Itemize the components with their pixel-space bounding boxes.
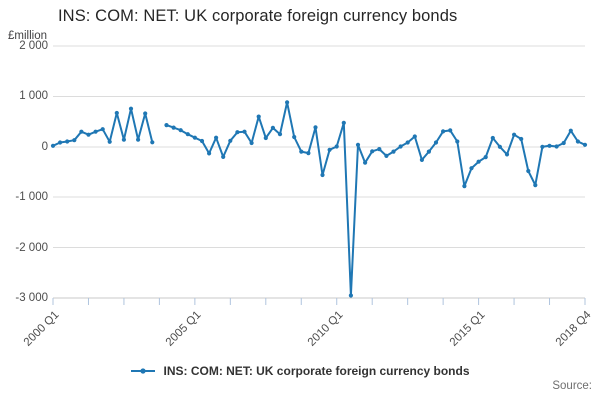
series-line: [52, 101, 586, 297]
y-tick-label: -3 000: [15, 292, 48, 304]
data-point: [561, 140, 566, 146]
data-point: [263, 135, 268, 141]
y-tick-label: 1 000: [19, 90, 48, 103]
data-point: [426, 149, 431, 154]
data-point: [86, 132, 91, 137]
data-point: [355, 142, 361, 147]
data-point: [285, 100, 290, 105]
data-point: [511, 132, 517, 137]
y-tick-label: 0: [41, 140, 48, 153]
data-point: [377, 147, 382, 152]
data-point: [384, 153, 389, 158]
data-point: [235, 130, 240, 135]
data-point: [79, 129, 84, 134]
legend-line-marker-icon: [131, 368, 156, 374]
data-point: [455, 139, 460, 144]
data-point: [72, 138, 77, 143]
data-point: [136, 137, 141, 142]
data-point: [405, 140, 410, 145]
data-point: [242, 129, 247, 134]
data-point: [462, 184, 467, 189]
data-point: [519, 136, 524, 142]
data-point: [554, 144, 559, 149]
data-point: [582, 142, 588, 147]
data-point: [476, 159, 481, 164]
data-point: [568, 128, 573, 133]
data-point: [441, 129, 446, 134]
data-point: [547, 143, 552, 148]
data-point: [58, 140, 63, 145]
data-point: [221, 154, 226, 159]
data-point: [171, 125, 176, 130]
data-point: [540, 144, 545, 149]
data-point: [207, 151, 212, 156]
data-point: [178, 128, 183, 133]
data-point: [114, 110, 119, 116]
data-point: [398, 144, 403, 149]
data-point: [497, 144, 502, 149]
source-label: Source:: [552, 380, 592, 392]
data-point: [143, 111, 148, 116]
data-point: [313, 125, 318, 130]
data-point: [121, 137, 126, 142]
data-point: [391, 149, 396, 154]
data-point: [306, 151, 311, 156]
data-point: [277, 132, 283, 137]
data-point: [50, 143, 56, 148]
data-point: [348, 293, 353, 298]
data-point: [214, 135, 219, 140]
y-tick-label: -1 000: [15, 191, 48, 204]
data-point: [256, 114, 261, 119]
data-point: [228, 138, 233, 143]
data-point: [249, 140, 254, 146]
data-point: [128, 106, 134, 111]
data-point: [150, 140, 155, 145]
data-point: [575, 139, 581, 144]
y-axis-unit-label: £million: [8, 30, 47, 42]
data-point: [164, 123, 169, 128]
data-point: [185, 132, 190, 137]
data-point: [483, 155, 488, 160]
data-point: [299, 149, 304, 154]
data-point: [270, 125, 275, 130]
data-point: [363, 160, 368, 165]
data-point: [93, 129, 98, 134]
data-point: [192, 135, 197, 140]
data-point: [107, 139, 112, 144]
y-tick-label: 2 000: [19, 40, 48, 52]
data-point: [327, 147, 332, 152]
data-point: [448, 128, 453, 133]
data-point: [100, 127, 105, 132]
data-point: [334, 144, 339, 149]
data-point: [292, 134, 297, 140]
data-point: [341, 120, 346, 125]
data-point: [320, 172, 325, 178]
data-point: [412, 134, 417, 139]
data-point: [65, 139, 70, 144]
y-tick-label: -2 000: [15, 241, 48, 254]
data-point: [533, 183, 538, 188]
data-point: [199, 138, 205, 144]
data-point: [469, 166, 474, 171]
legend: INS: COM: NET: UK corporate foreign curr…: [0, 362, 600, 380]
data-point: [419, 157, 424, 162]
legend-label: INS: COM: NET: UK corporate foreign curr…: [163, 364, 470, 378]
data-point: [370, 149, 375, 154]
data-point: [526, 168, 531, 174]
data-point: [490, 135, 495, 141]
data-point: [504, 152, 510, 157]
data-point: [433, 140, 439, 145]
chart-title: INS: COM: NET: UK corporate foreign curr…: [58, 7, 458, 25]
